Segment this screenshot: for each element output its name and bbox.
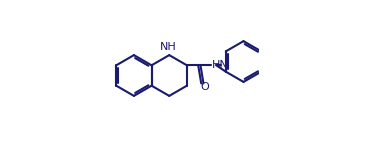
Text: O: O bbox=[200, 82, 209, 92]
Text: NH: NH bbox=[160, 42, 177, 52]
Text: HN: HN bbox=[212, 59, 228, 70]
